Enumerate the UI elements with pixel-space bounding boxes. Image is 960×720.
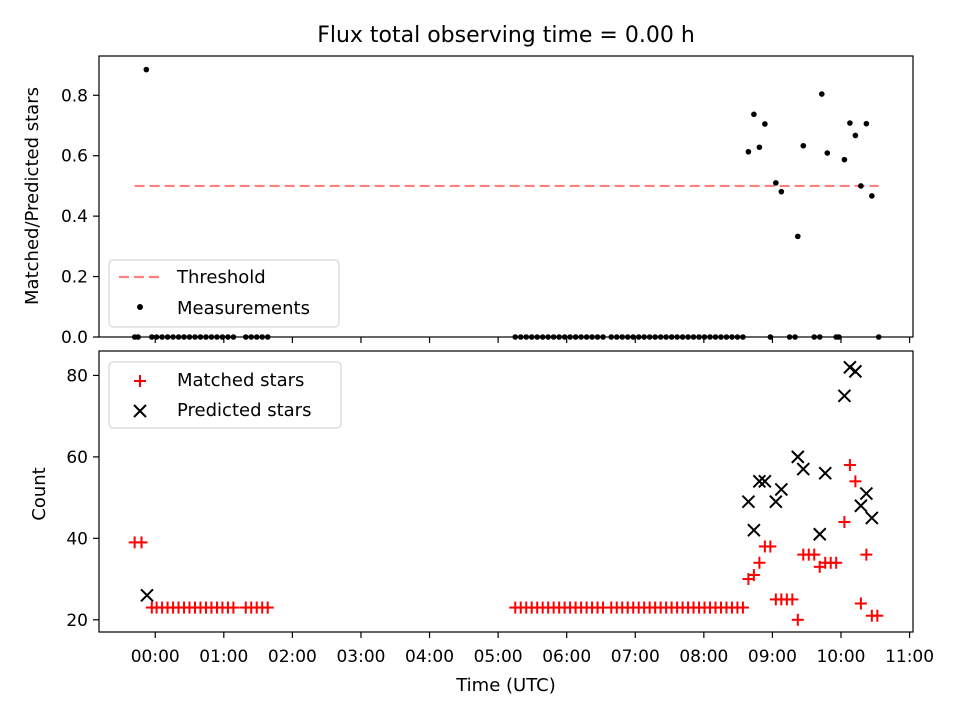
- top-legend: Threshold Measurements: [108, 259, 340, 328]
- predicted-star-marker: [140, 588, 154, 603]
- measurement-point: [773, 180, 779, 186]
- matched-star-marker: [227, 601, 240, 614]
- measurement-point: [847, 120, 853, 126]
- x-tick-label: 02:00: [268, 647, 317, 667]
- measurement-point: [778, 188, 785, 195]
- measurement-point: [824, 150, 831, 156]
- matched-star-marker: [871, 609, 884, 622]
- x-tick-label: 08:00: [679, 647, 728, 667]
- matched-star-marker: [135, 536, 148, 549]
- x-axis-label: Time (UTC): [455, 675, 556, 696]
- predicted-star-marker: [769, 494, 783, 509]
- matched-star-marker: [747, 568, 760, 581]
- measurement-point: [143, 66, 150, 73]
- predicted-star-marker: [865, 511, 879, 525]
- predicted-star-marker: [859, 486, 874, 501]
- predicted-star-marker: [758, 474, 772, 489]
- predicted-star-marker: [741, 494, 756, 509]
- top-legend-box: [108, 259, 340, 328]
- bottom-legend: Matched stars Predicted stars: [108, 361, 342, 429]
- measurement-point: [869, 193, 875, 199]
- bottom-legend-box: [108, 361, 342, 429]
- top-y-tick-label: 0.2: [61, 268, 88, 288]
- bottom-y-axis-label: Count: [29, 467, 50, 520]
- x-tick-label: 10:00: [816, 647, 865, 667]
- top-y-tick-label: 0.8: [61, 86, 88, 106]
- matched-star-marker: [830, 556, 843, 569]
- matched-star-marker: [791, 613, 804, 626]
- legend-measurements-marker: [137, 304, 143, 310]
- measurement-point: [852, 132, 859, 139]
- bottom-axes-frame: [98, 350, 914, 633]
- x-tick-label: 04:00: [405, 647, 454, 667]
- x-tick-label: 00:00: [131, 647, 180, 667]
- measurement-point: [745, 148, 752, 155]
- bottom-plot-area: [128, 360, 884, 626]
- predicted-star-marker: [837, 389, 852, 403]
- predicted-star-marker: [774, 482, 789, 497]
- measurement-point: [841, 156, 848, 163]
- measurement-point: [794, 233, 801, 240]
- x-tick-label: 07:00: [611, 647, 660, 667]
- legend-matched-label: Matched stars: [177, 370, 304, 391]
- legend-matched-marker: [134, 375, 146, 387]
- matched-star-marker: [854, 597, 867, 610]
- predicted-star-marker: [848, 364, 863, 379]
- legend-measurements-label: Measurements: [177, 298, 310, 319]
- matched-star-marker: [849, 475, 862, 488]
- matched-star-marker: [843, 459, 856, 472]
- measurement-point: [756, 144, 763, 151]
- bottom-y-ticks: 20 40 60 80: [66, 366, 99, 631]
- measurement-point: [800, 142, 807, 149]
- bottom-y-tick-label: 60: [66, 448, 88, 468]
- measurement-point: [762, 121, 768, 127]
- predicted-star-marker: [747, 523, 761, 537]
- measurement-point: [863, 120, 870, 127]
- top-y-tick-label: 0.4: [61, 207, 88, 227]
- top-y-ticks: 0.0 0.2 0.4 0.6 0.8: [61, 86, 99, 348]
- chart-title: Flux total observing time = 0.00 h: [317, 23, 695, 48]
- measurement-point: [751, 111, 757, 118]
- predicted-star-marker: [818, 466, 832, 480]
- x-tick-label: 11:00: [885, 647, 934, 667]
- matched-star-marker: [860, 548, 873, 561]
- predicted-star-marker: [791, 450, 805, 464]
- x-tick-label: 06:00: [542, 647, 591, 667]
- matched-star-marker: [808, 548, 821, 561]
- predicted-star-marker: [796, 462, 810, 476]
- bottom-y-tick-label: 40: [66, 529, 88, 549]
- top-y-tick-label: 0.0: [61, 328, 88, 348]
- x-tick-label: 01:00: [199, 647, 248, 667]
- x-tick-label: 09:00: [748, 647, 797, 667]
- legend-threshold-label: Threshold: [176, 267, 266, 288]
- matched-star-marker: [838, 516, 851, 529]
- matched-star-marker: [261, 601, 274, 614]
- matched-star-marker: [753, 556, 766, 569]
- bottom-y-tick-label: 80: [66, 366, 88, 386]
- measurement-point: [858, 183, 864, 189]
- bottom-y-tick-label: 20: [66, 611, 88, 631]
- top-x-ticks: [154, 337, 911, 343]
- x-tick-label: 03:00: [336, 647, 385, 667]
- matched-star-marker: [736, 601, 749, 614]
- matched-star-marker: [786, 593, 799, 606]
- predicted-star-marker: [813, 527, 827, 541]
- matched-star-marker: [764, 540, 777, 553]
- bottom-x-ticks: 00:00 01:00 02:00 03:00 04:00 05:00 06:00 07:00…: [131, 632, 934, 667]
- legend-predicted-label: Predicted stars: [177, 400, 311, 421]
- top-y-axis-label: Matched/Predicted stars: [22, 87, 43, 305]
- top-y-tick-label: 0.6: [61, 147, 88, 167]
- x-tick-label: 05:00: [474, 647, 523, 667]
- top-axes-frame: [98, 55, 914, 338]
- legend-predicted-marker: [133, 404, 147, 418]
- predicted-star-marker: [752, 474, 767, 489]
- measurement-point: [818, 91, 825, 97]
- top-axes: 0.00.20.40.60.8 Matched/Predicted stars …: [22, 55, 914, 348]
- predicted-star-marker: [854, 499, 868, 513]
